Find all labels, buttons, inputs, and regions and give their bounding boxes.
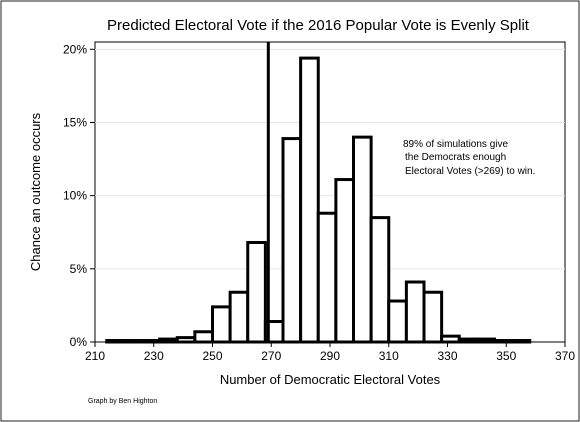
histogram-bar bbox=[404, 280, 426, 344]
histogram-bar bbox=[457, 337, 479, 344]
histogram-bar bbox=[175, 336, 197, 344]
histogram-bar bbox=[510, 339, 532, 344]
y-tick-label: 10% bbox=[63, 189, 87, 203]
histogram-bar bbox=[299, 56, 320, 344]
x-tick-label: 290 bbox=[320, 349, 340, 363]
x-tick-label: 250 bbox=[202, 349, 222, 363]
histogram-bar bbox=[140, 339, 162, 344]
histogram-bar bbox=[493, 339, 514, 344]
x-tick-label: 370 bbox=[555, 349, 575, 363]
histogram-bar bbox=[281, 137, 303, 344]
y-tick-label: 5% bbox=[70, 262, 88, 276]
y-tick-label: 20% bbox=[63, 42, 87, 56]
histogram-bar bbox=[369, 216, 391, 344]
histogram-bar bbox=[387, 299, 408, 344]
histogram-bar bbox=[158, 337, 179, 344]
x-axis-label: Number of Democratic Electoral Votes bbox=[220, 372, 441, 387]
x-tick-label: 230 bbox=[144, 349, 164, 363]
y-tick-label: 0% bbox=[70, 335, 88, 349]
histogram-bar bbox=[122, 339, 144, 344]
chart-title: Predicted Electoral Vote if the 2016 Pop… bbox=[107, 17, 530, 34]
histogram-bar bbox=[422, 290, 444, 344]
histogram-bar bbox=[193, 330, 214, 344]
annotation: 89% of simulations give the Democrats en… bbox=[403, 139, 535, 177]
histogram-bar bbox=[316, 211, 338, 344]
x-tick-label: 210 bbox=[85, 349, 105, 363]
bars bbox=[105, 56, 532, 344]
histogram-bar bbox=[440, 334, 461, 344]
histogram-bar bbox=[246, 240, 267, 344]
x-tick-label: 310 bbox=[379, 349, 399, 363]
annotation-line-1: 89% of simulations give bbox=[403, 139, 508, 150]
histogram-bar bbox=[352, 135, 373, 344]
histogram-bar bbox=[105, 339, 126, 344]
histogram-bar bbox=[211, 305, 232, 344]
x-tick-label: 350 bbox=[496, 349, 516, 363]
histogram-bar bbox=[475, 337, 496, 344]
x-tick-label: 270 bbox=[261, 349, 281, 363]
y-axis-label: Chance an outcome occurs bbox=[28, 112, 43, 271]
y-tick-label: 15% bbox=[63, 115, 87, 129]
annotation-line-3: Electoral Votes (>269) to win. bbox=[405, 166, 535, 177]
annotation-line-2: the Democrats enough bbox=[405, 152, 506, 163]
histogram-bar bbox=[228, 290, 250, 344]
histogram-bar bbox=[334, 178, 355, 344]
x-tick-label: 330 bbox=[437, 349, 457, 363]
footnote: Graph by Ben Highton bbox=[88, 398, 157, 405]
y-axis-ticks: 0% 5% 10% 15% 20% bbox=[63, 42, 95, 349]
x-axis-ticks: 210 230 250 270 290 310 330 350 370 bbox=[85, 342, 575, 363]
